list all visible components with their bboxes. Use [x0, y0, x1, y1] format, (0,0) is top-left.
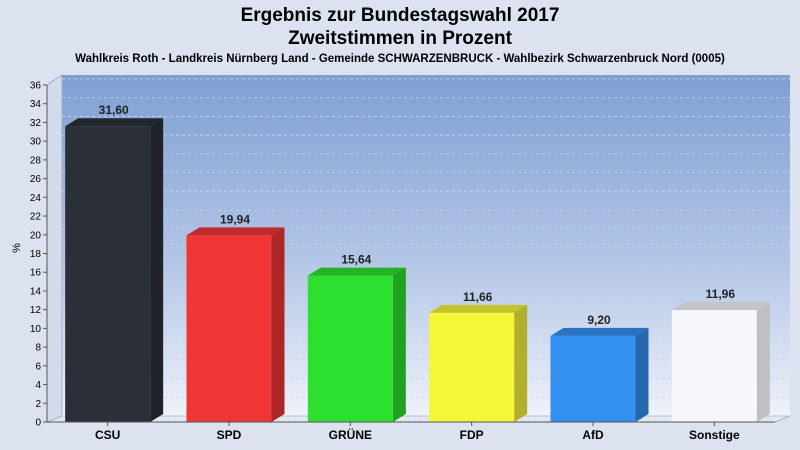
y-tick-label: 24 — [30, 193, 42, 204]
chart-title-line2: Zweitstimmen in Prozent — [288, 28, 512, 49]
y-tick-label: 10 — [30, 324, 42, 335]
y-tick-label: 0 — [35, 418, 41, 429]
y-tick-label: 22 — [30, 212, 42, 223]
y-axis-label: % — [11, 243, 23, 253]
bar-top-face — [429, 304, 528, 313]
y-tick-label: 2 — [35, 399, 41, 410]
chart-title-line1: Ergebnis zur Bundestagswahl 2017 — [240, 5, 560, 26]
y-tick-label: 6 — [35, 361, 41, 372]
y-tick-label: 28 — [30, 155, 42, 166]
y-tick-label: 4 — [35, 380, 41, 391]
bar-side-face — [514, 304, 528, 422]
x-category-label: FDP — [460, 428, 484, 442]
x-category-label: GRÜNE — [329, 427, 372, 442]
bar-front-face — [65, 126, 151, 422]
y-tick-label: 20 — [30, 230, 42, 241]
bar-spd: 19,94 — [186, 212, 285, 422]
bar-top-face — [186, 227, 285, 236]
bar-side-face — [150, 118, 164, 422]
y-tick-label: 26 — [30, 174, 42, 185]
bar-sonstige: 11,96 — [671, 287, 770, 422]
bar-value-label: 19,94 — [220, 212, 250, 226]
bar-top-face — [671, 302, 770, 311]
bar-fdp: 11,66 — [429, 290, 528, 422]
bar-afd: 9,20 — [550, 313, 649, 422]
x-category-label: Sonstige — [689, 428, 740, 442]
bar-side-face — [756, 302, 770, 422]
bar-front-face — [550, 335, 636, 422]
bar-side-face — [635, 327, 649, 422]
y-tick-label: 8 — [35, 343, 41, 354]
chart-subtitle: Wahlkreis Roth - Landkreis Nürnberg Land… — [75, 53, 725, 65]
y-tick-label: 32 — [30, 118, 42, 129]
bar-side-face — [392, 267, 406, 422]
y-tick-label: 12 — [30, 305, 42, 316]
bar-top-face — [307, 267, 406, 276]
y-tick-label: 18 — [30, 249, 42, 260]
bar-value-label: 11,66 — [463, 290, 493, 304]
bar-front-face — [671, 310, 757, 422]
y-tick-label: 34 — [30, 99, 42, 110]
x-category-label: SPD — [217, 428, 242, 442]
x-category-label: AfD — [582, 428, 604, 442]
bar-top-face — [65, 118, 164, 127]
y-tick-label: 30 — [30, 137, 42, 148]
bar-front-face — [186, 235, 272, 422]
y-tick-label: 14 — [30, 286, 42, 297]
bar-front-face — [307, 275, 393, 422]
y-tick-label: 36 — [30, 81, 42, 92]
bar-side-face — [271, 227, 285, 422]
y-tick-label: 16 — [30, 268, 42, 279]
plot-side-wall — [46, 74, 63, 423]
x-category-label: CSU — [95, 428, 120, 442]
bar-front-face — [429, 312, 515, 422]
bar-csu: 31,60 — [65, 103, 164, 422]
bar-value-label: 15,64 — [341, 253, 371, 267]
bar-top-face — [550, 327, 649, 336]
bar-grüne: 15,64 — [307, 253, 406, 422]
bar-value-label: 31,60 — [99, 103, 129, 117]
bar-value-label: 9,20 — [587, 313, 611, 327]
bar-value-label: 11,96 — [706, 287, 736, 301]
